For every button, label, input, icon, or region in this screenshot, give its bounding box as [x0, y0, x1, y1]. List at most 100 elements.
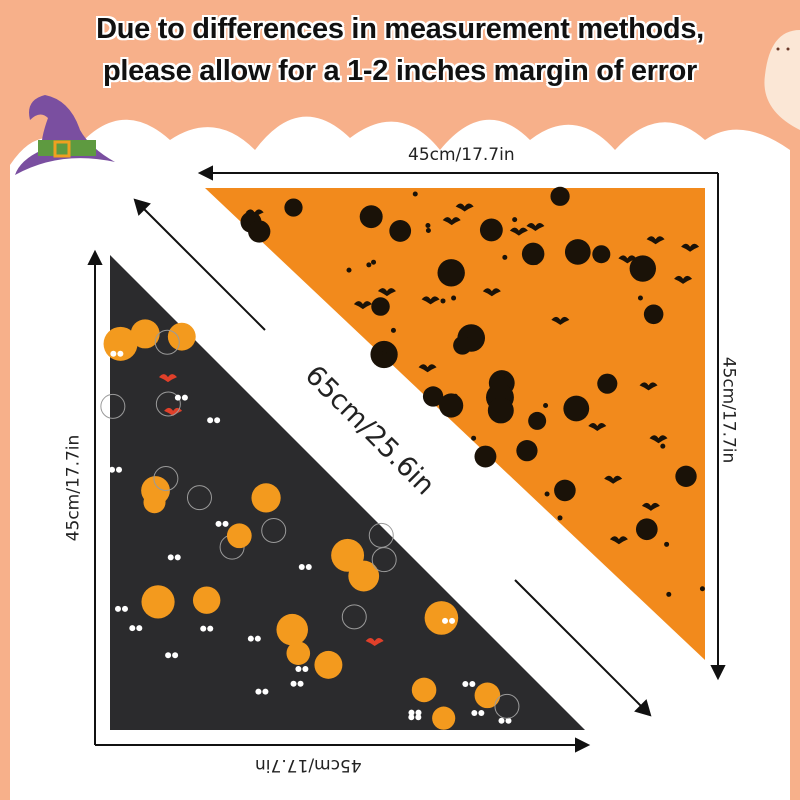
star-mark [660, 443, 666, 449]
eyes-mark [207, 625, 214, 632]
pumpkin-face-mark [564, 239, 591, 265]
bat-mark [551, 316, 570, 325]
spiderweb-mark [341, 604, 367, 630]
star-mark [346, 267, 352, 273]
star-mark [366, 262, 372, 268]
bat-mark [588, 423, 607, 432]
star-mark [557, 515, 563, 521]
star-mark [544, 491, 550, 497]
pumpkin-mark [141, 585, 175, 619]
bat-mark [604, 475, 623, 484]
pumpkin-face-mark [554, 479, 576, 502]
bottom-dimension-label: 45cm/17.7in [255, 755, 362, 775]
pumpkin-mark [286, 641, 311, 666]
pumpkin-face-mark [487, 397, 514, 424]
top-dimension-label: 45cm/17.7in [408, 145, 515, 165]
spiderweb-mark [100, 393, 126, 419]
pumpkin-mark [141, 476, 170, 505]
spiderweb-mark [186, 485, 212, 511]
spiderweb-mark [368, 522, 394, 548]
eyes-mark [215, 520, 222, 527]
measurement-arrows [87, 165, 726, 753]
eyes-mark [298, 564, 305, 571]
eyes-mark [247, 635, 254, 642]
pumpkin-mark [411, 677, 437, 703]
eyes-mark [109, 466, 116, 473]
pumpkin-mark [167, 322, 196, 351]
eyes-mark [415, 709, 422, 716]
eyes-mark [165, 652, 172, 659]
pumpkin-face-mark [439, 393, 464, 418]
eyes-mark [305, 564, 312, 571]
eyes-mark [469, 680, 476, 687]
bat-mark [455, 203, 474, 212]
pumpkin-face-mark [528, 411, 547, 430]
bat-mark [482, 288, 501, 297]
eyes-mark [172, 652, 179, 659]
orange-pattern [240, 186, 705, 597]
eyes-mark [200, 625, 207, 632]
pumpkin-mark [251, 483, 281, 513]
spiderweb-mark [371, 547, 397, 573]
eyes-mark [415, 714, 422, 721]
bat-mark [377, 288, 396, 297]
spiderweb-mark [153, 466, 179, 492]
star-mark [699, 586, 705, 592]
pumpkin-face-mark [389, 220, 412, 242]
eyes-mark [290, 680, 297, 687]
star-mark [425, 222, 431, 228]
pumpkin-face-mark [422, 386, 444, 407]
pumpkin-face-mark [359, 205, 383, 229]
star-mark [412, 191, 418, 197]
eyes-mark [498, 717, 505, 724]
right-dimension-label: 45cm/17.7in [718, 356, 739, 464]
eyes-mark [297, 680, 304, 687]
eyes-mark [136, 625, 143, 632]
star-mark [637, 295, 643, 301]
eyes-mark [181, 394, 188, 401]
eyes-mark [167, 554, 174, 561]
pumpkin-face-mark [521, 242, 545, 266]
dark-pattern [100, 319, 520, 730]
spiderweb-mark [494, 693, 520, 719]
eyes-mark [117, 350, 124, 357]
star-mark [451, 295, 457, 301]
star-mark [471, 435, 477, 441]
bat-mark [353, 301, 372, 310]
star-mark [543, 402, 549, 408]
eyes-mark [478, 710, 485, 717]
pumpkin-face-mark [675, 465, 697, 487]
pumpkin-face-mark [635, 518, 658, 541]
pumpkin-face-mark [453, 336, 472, 355]
pumpkin-face-mark [479, 218, 503, 242]
eyes-mark [222, 520, 229, 527]
pumpkin-mark [474, 682, 501, 709]
pumpkin-mark [314, 650, 343, 679]
bat-mark [158, 374, 177, 383]
star-mark [390, 327, 396, 333]
star-mark [371, 259, 377, 265]
pumpkin-mark [130, 319, 160, 349]
bat-mark [509, 227, 528, 236]
eyes-mark [408, 709, 415, 716]
eyes-mark [408, 714, 415, 721]
star-mark [502, 254, 508, 260]
eyes-mark [174, 554, 181, 561]
pumpkin-face-mark [437, 259, 465, 287]
ghost-icon [764, 30, 800, 130]
bat-mark [421, 296, 440, 305]
star-mark [512, 217, 518, 223]
spiderweb-mark [155, 391, 181, 417]
star-mark [533, 259, 539, 265]
star-mark [666, 591, 672, 597]
pumpkin-mark [226, 523, 252, 549]
spiderweb-mark [261, 518, 287, 544]
eyes-mark [254, 635, 261, 642]
eyes-mark [442, 617, 449, 624]
witch-hat-icon [15, 95, 115, 175]
bat-mark [365, 638, 384, 647]
spiderweb-mark [154, 329, 180, 355]
bat-mark [681, 243, 700, 252]
headline-line2: please allow for a 1-2 inches margin of … [102, 55, 698, 87]
